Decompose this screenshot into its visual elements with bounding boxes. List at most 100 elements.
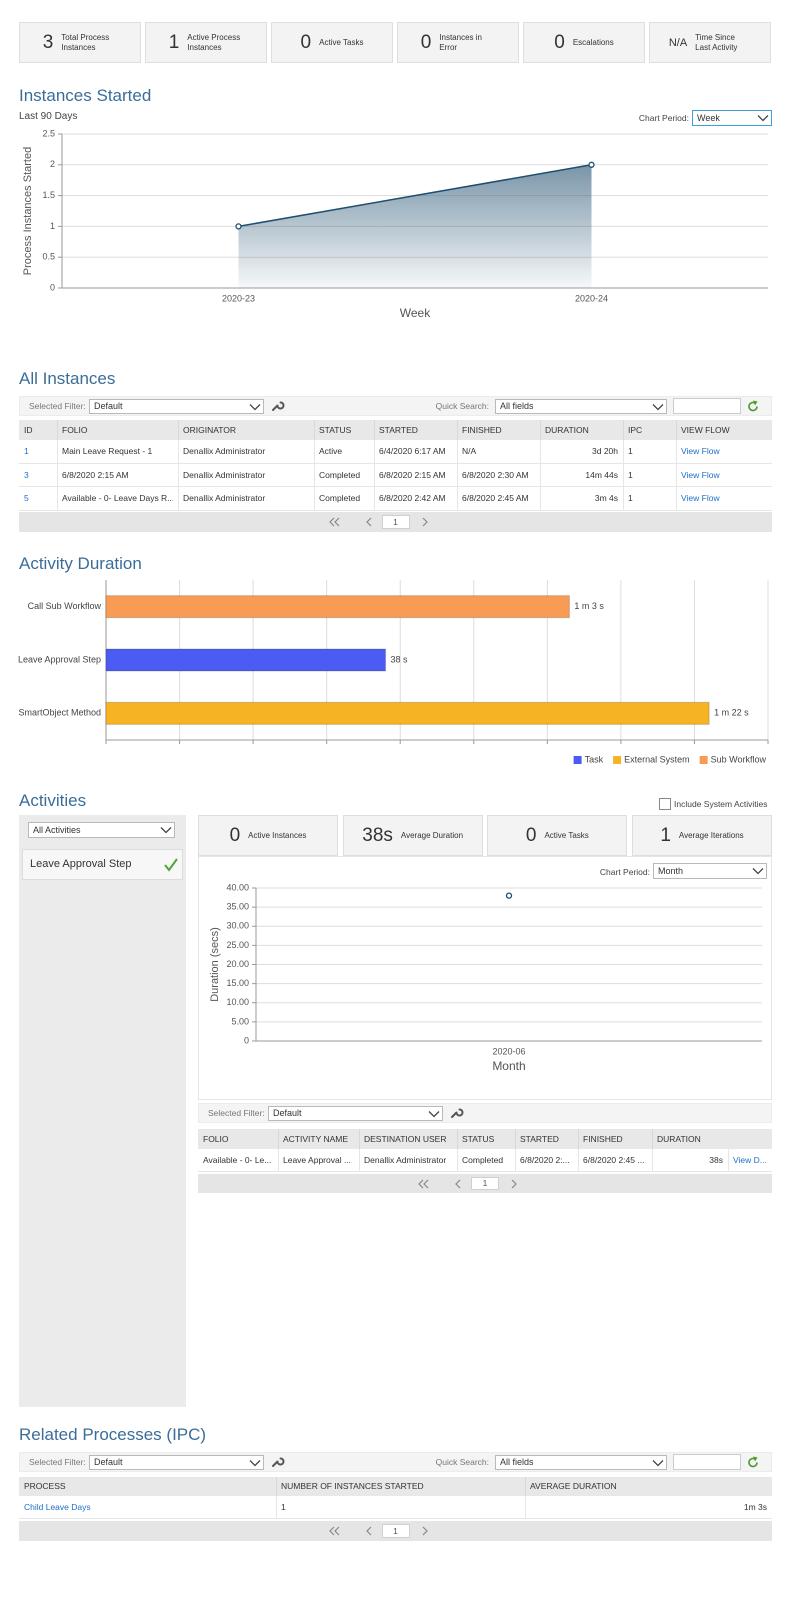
table-header xyxy=(198,1129,772,1149)
refresh-icon[interactable] xyxy=(747,1456,759,1468)
next-page[interactable] xyxy=(420,1526,432,1536)
area xyxy=(238,164,592,288)
x-tick-label: 2020-23 xyxy=(222,293,255,303)
period-select[interactable]: Week xyxy=(692,110,772,126)
tile-label: Average Duration xyxy=(400,830,464,840)
y-tick-label: SmartObject Method xyxy=(18,708,101,718)
x-axis-title: Week xyxy=(400,306,431,320)
column-divider xyxy=(540,487,541,511)
filter-select[interactable]: Default xyxy=(89,1455,264,1470)
column-header: STARTED xyxy=(520,1134,559,1144)
tile-value: 0 xyxy=(229,824,241,846)
column-divider xyxy=(457,1129,458,1149)
column-header: ID xyxy=(24,425,33,435)
filter-label: Selected Filter: xyxy=(29,1457,86,1467)
link[interactable]: View Flow xyxy=(681,469,720,480)
link[interactable]: 5 xyxy=(24,493,29,503)
y-axis-title: Duration (secs) xyxy=(209,927,221,1002)
column-divider xyxy=(276,1496,277,1519)
column-divider xyxy=(457,463,458,487)
check xyxy=(164,858,178,872)
column-divider xyxy=(676,463,677,487)
next-page[interactable] xyxy=(509,1179,521,1189)
previous-page[interactable] xyxy=(364,1526,376,1536)
quick-search-input[interactable] xyxy=(673,398,741,414)
page-box[interactable]: 1 xyxy=(381,1524,410,1538)
search-select[interactable]: All fields xyxy=(495,1455,667,1470)
refresh-icon[interactable] xyxy=(747,400,759,412)
next-page[interactable] xyxy=(420,517,432,527)
filter-select-value: Default xyxy=(273,1108,302,1118)
wrench-icon[interactable] xyxy=(271,1456,285,1468)
column-divider xyxy=(623,420,624,440)
page-box[interactable]: 1 xyxy=(471,1177,499,1190)
table-cell: 14m 44s xyxy=(585,469,618,480)
page-box[interactable]: 1 xyxy=(381,515,410,529)
column-divider xyxy=(178,440,179,464)
first-page[interactable] xyxy=(328,517,340,527)
activity-panel xyxy=(19,815,186,1407)
link[interactable]: View Flow xyxy=(681,493,720,503)
column-divider xyxy=(515,1149,516,1172)
legend-label: Task xyxy=(585,754,604,764)
column-divider xyxy=(178,420,179,440)
arrow xyxy=(328,1526,334,1536)
link[interactable]: 1 xyxy=(24,446,29,456)
tile-value: 0 xyxy=(554,31,565,53)
tile-label: Escalations xyxy=(572,37,614,47)
column-divider xyxy=(578,1129,579,1149)
value-label: 38 s xyxy=(391,654,409,664)
chevron xyxy=(249,1459,261,1466)
activity-item[interactable]: Leave Approval Step xyxy=(22,849,183,880)
chart: 0 0.5 1 1.5 2 2.5 2020-23 2020-24 Week Process In… xyxy=(22,128,768,320)
link[interactable]: View D... xyxy=(733,1155,767,1165)
refresh-arrow xyxy=(753,1456,758,1462)
link[interactable]: View Flow xyxy=(681,446,720,456)
table-header xyxy=(19,1477,772,1496)
column-divider xyxy=(178,463,179,487)
wrench-icon[interactable] xyxy=(271,400,285,412)
previous-page[interactable] xyxy=(364,517,376,527)
filter-select[interactable]: Default xyxy=(89,399,264,414)
tile-value: 3 xyxy=(42,31,54,53)
tile-label: Active Tasks xyxy=(544,830,589,840)
y-tick-label: 2 xyxy=(50,159,55,169)
filter-select[interactable]: Default xyxy=(268,1106,443,1121)
period-select[interactable]: Month xyxy=(653,863,767,879)
arrow xyxy=(365,517,371,527)
activity-filter[interactable]: All Activities xyxy=(28,822,175,838)
table-cell: 6/8/2020 2:30 AM xyxy=(462,469,529,480)
column-header: STARTED xyxy=(379,425,418,435)
checkbox[interactable] xyxy=(659,798,671,810)
table-cell: 1 xyxy=(281,1502,286,1512)
column-header: VIEW FLOW xyxy=(681,425,730,435)
table-cell: 1 xyxy=(628,493,633,503)
refresh-arrow xyxy=(753,400,758,406)
column-divider xyxy=(359,1129,360,1149)
column-header: DURATION xyxy=(657,1134,701,1144)
tile-value: 0 xyxy=(420,31,432,53)
column-divider xyxy=(457,1149,458,1172)
section-title: Related Processes (IPC) xyxy=(19,1425,207,1444)
search-select[interactable]: All fields xyxy=(495,399,667,414)
tile-label: Instances in Error xyxy=(439,32,482,52)
table-cell: Completed xyxy=(319,469,361,480)
period-label: Chart Period: xyxy=(638,113,689,123)
first-page[interactable] xyxy=(328,1526,340,1536)
quick-search-input[interactable] xyxy=(673,1454,741,1470)
wrench-icon[interactable] xyxy=(450,1107,464,1119)
first-page[interactable] xyxy=(417,1179,429,1189)
bar xyxy=(105,701,710,725)
chart: Call Sub Workflow 1 m 3 s Leave Approval S… xyxy=(18,580,769,764)
legend-label: External System xyxy=(624,754,690,764)
summary-tile: 38s Average Duration xyxy=(342,815,483,856)
previous-page[interactable] xyxy=(453,1179,465,1189)
column-header: AVERAGE DURATION xyxy=(530,1481,617,1491)
link[interactable]: 3 xyxy=(24,469,29,480)
link[interactable]: Child Leave Days xyxy=(24,1502,91,1512)
column-divider xyxy=(676,420,677,440)
legend-swatch xyxy=(573,756,582,764)
column-divider xyxy=(314,440,315,464)
column-header: STATUS xyxy=(319,425,352,435)
